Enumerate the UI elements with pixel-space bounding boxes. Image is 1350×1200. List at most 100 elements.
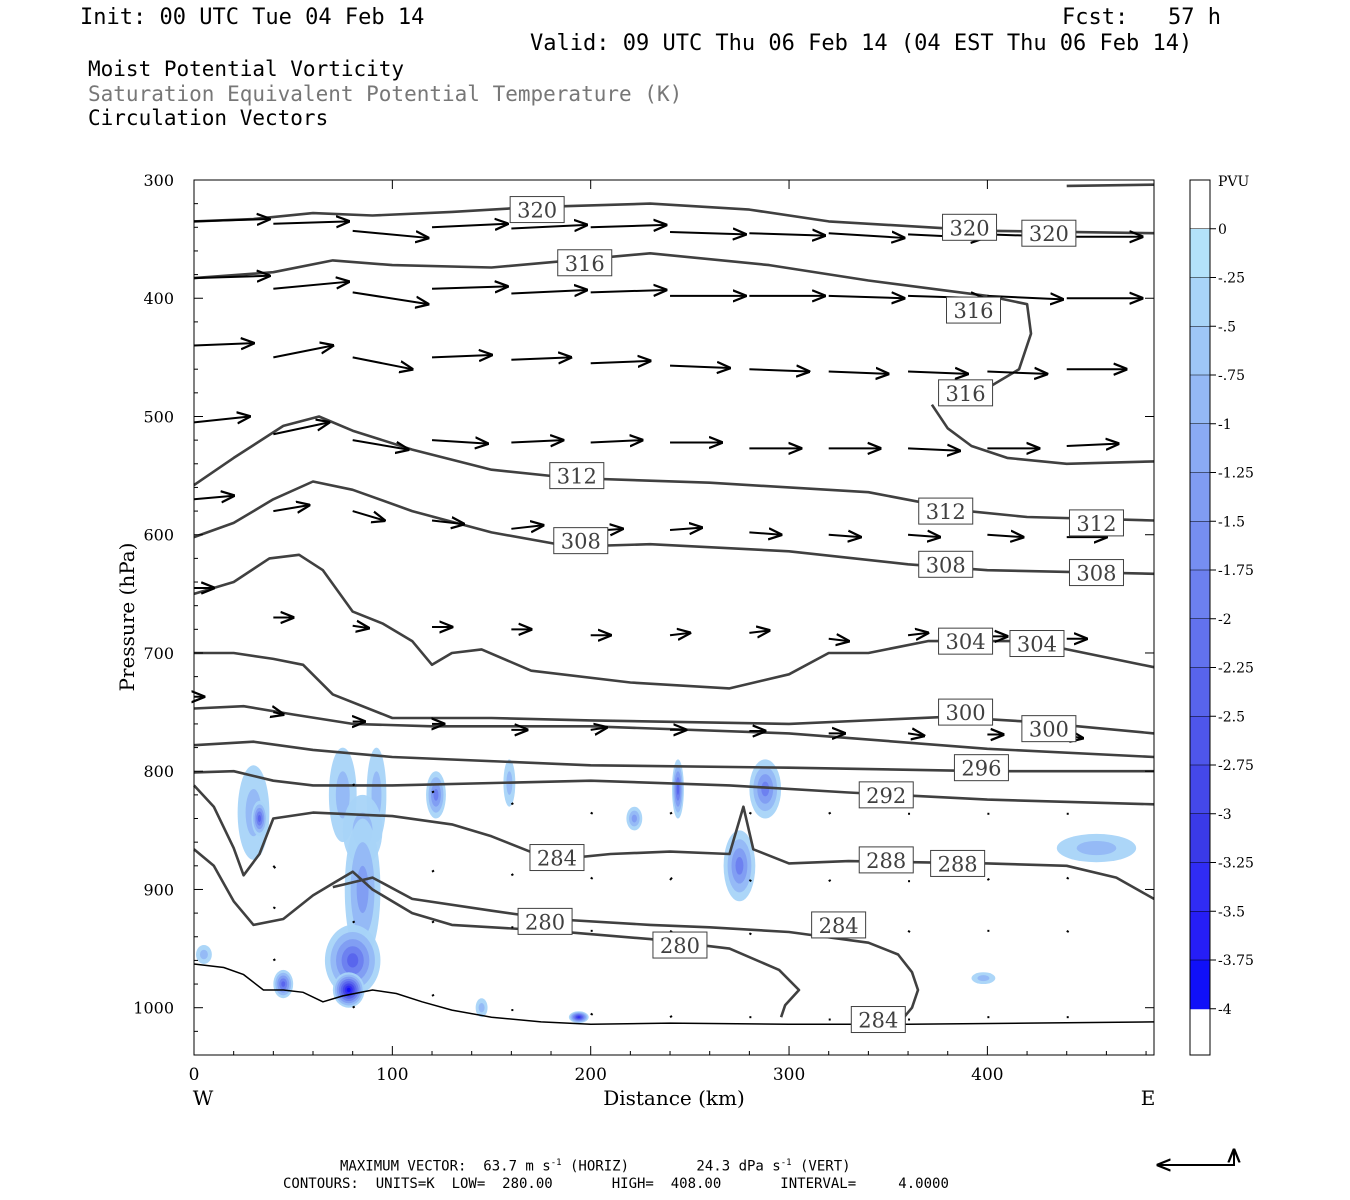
theta-es-contour: [193, 704, 1155, 759]
circulation-vector: [272, 865, 277, 869]
theta-es-contour: [193, 415, 1155, 522]
circulation-vector: [1066, 444, 1119, 446]
colorbar-swatch: [1190, 765, 1210, 815]
circulation-vector: [669, 528, 702, 530]
contour-label: 312: [918, 497, 974, 525]
contour-label-text: 308: [561, 530, 601, 554]
mpv-shading: [195, 747, 1137, 1024]
contour-label-box: [858, 781, 914, 809]
x-tick-label: 100: [376, 1065, 408, 1085]
theta-es-contour: [193, 848, 801, 1018]
x-axis-label: Distance (km): [603, 1086, 745, 1110]
mpv-shade: [199, 949, 208, 960]
circulation-vector: [590, 811, 594, 815]
circulation-vector: [272, 958, 276, 962]
contour-label-box: [557, 249, 613, 277]
mpv-shade: [1076, 840, 1117, 856]
contour-label-box: [517, 907, 573, 935]
circulation-vector: [590, 727, 607, 729]
colorbar-label: -3: [1218, 807, 1232, 823]
circulation-vector: [1066, 929, 1070, 933]
theta-es-contour: [193, 769, 1155, 806]
mpv-shade: [347, 953, 359, 968]
contour-label: 280: [652, 931, 708, 959]
circulation-vector: [828, 296, 904, 298]
colorbar-swatch: [1190, 326, 1210, 376]
circulation-vector: [431, 993, 435, 997]
contour-label-text: 308: [1076, 562, 1116, 586]
contour-label-box: [529, 844, 585, 872]
contour-info: CONTOURS: UNITS=K LOW= 280.00 HIGH= 408.…: [283, 1176, 949, 1192]
contour-label-box: [509, 196, 565, 224]
x-tick-label: 300: [773, 1065, 805, 1085]
contour-label-box: [918, 550, 974, 578]
circulation-vector: [670, 232, 745, 234]
circulation-vector: [193, 219, 269, 221]
circulation-vector: [273, 505, 309, 511]
mpv-shade: [676, 783, 680, 795]
circulation-vector: [193, 496, 234, 500]
circulation-vector: [828, 233, 904, 238]
circulation-vector: [511, 357, 571, 359]
field-title-thetaes: Saturation Equivalent Potential Temperat…: [88, 82, 683, 106]
circulation-vector: [193, 416, 250, 422]
colorbar-swatch: [1190, 423, 1210, 473]
contour-label-text: 312: [557, 465, 597, 489]
colorbar-swatch: [1190, 521, 1210, 571]
colorbar-title: PVU: [1218, 174, 1250, 190]
circulation-vector: [590, 1012, 594, 1016]
contour-label: 300: [938, 698, 994, 726]
valid-time: Valid: 09 UTC Thu 06 Feb 14 (04 EST Thu …: [530, 31, 1193, 56]
circulation-vector: [590, 225, 666, 227]
circulation-vector: [749, 532, 781, 534]
circulation-vector: [987, 296, 1062, 300]
contour-label: 304: [938, 627, 994, 655]
contour-label-box: [811, 911, 867, 939]
colorbar-swatch: [1190, 911, 1210, 961]
contour-label: 312: [549, 462, 605, 490]
x-tick-label: 0: [189, 1065, 200, 1085]
mpv-shade: [577, 1016, 581, 1019]
circulation-vector: [511, 225, 586, 229]
circulation-vector: [431, 521, 464, 525]
circulation-vector: [828, 879, 832, 883]
theta-es-contour: [193, 553, 1155, 690]
contour-label-text: 292: [866, 784, 906, 808]
init-time: Init: 00 UTC Tue 04 Feb 14: [80, 5, 425, 30]
contour-label-text: 316: [953, 299, 993, 323]
contour-label-text: 300: [1029, 718, 1069, 742]
field-title-mpv: Moist Potential Vorticity: [88, 57, 405, 81]
colorbar-label: -2.5: [1218, 709, 1245, 725]
contour-label-text: 312: [926, 500, 966, 524]
y-tick-label: 300: [143, 171, 174, 190]
circulation-vector: [986, 877, 990, 881]
contour-label-box: [1021, 219, 1077, 247]
contour-label-box: [1021, 715, 1077, 743]
colorbar-label: -.75: [1218, 368, 1245, 384]
circulation-vector: [908, 372, 968, 374]
circulation-vector: [669, 1015, 673, 1019]
theta-es-contours: [193, 183, 1155, 1026]
colorbar-swatch: [1190, 472, 1210, 522]
x-tick-label: 200: [574, 1065, 606, 1085]
contour-label: 284: [529, 844, 585, 872]
y-tick-label: 500: [143, 407, 174, 426]
circulation-vector: [431, 355, 492, 357]
colorbar-swatch: [1190, 618, 1210, 668]
contour-label-box: [553, 527, 609, 555]
colorbar-label: -1.5: [1218, 514, 1245, 530]
colorbar-label: -1.25: [1218, 466, 1254, 482]
circulation-vector: [1066, 876, 1070, 880]
circulation-vector: [431, 920, 435, 924]
colorbar-swatch: [1190, 277, 1210, 327]
circulation-vector: [273, 221, 348, 223]
colorbar-swatch: [1190, 862, 1210, 912]
circulation-vector: [907, 535, 940, 537]
circulation-vector: [352, 1005, 356, 1009]
contour-label-text: 296: [961, 757, 1001, 781]
contour-label-text: 284: [537, 847, 577, 871]
circulation-vector: [352, 229, 428, 238]
contour-labels: 320 320 320 316 316 316 312 312 312 308 308 308 304 3…: [509, 196, 1124, 1034]
circulation-vector: [273, 346, 333, 359]
contour-label-text: 288: [866, 849, 906, 873]
